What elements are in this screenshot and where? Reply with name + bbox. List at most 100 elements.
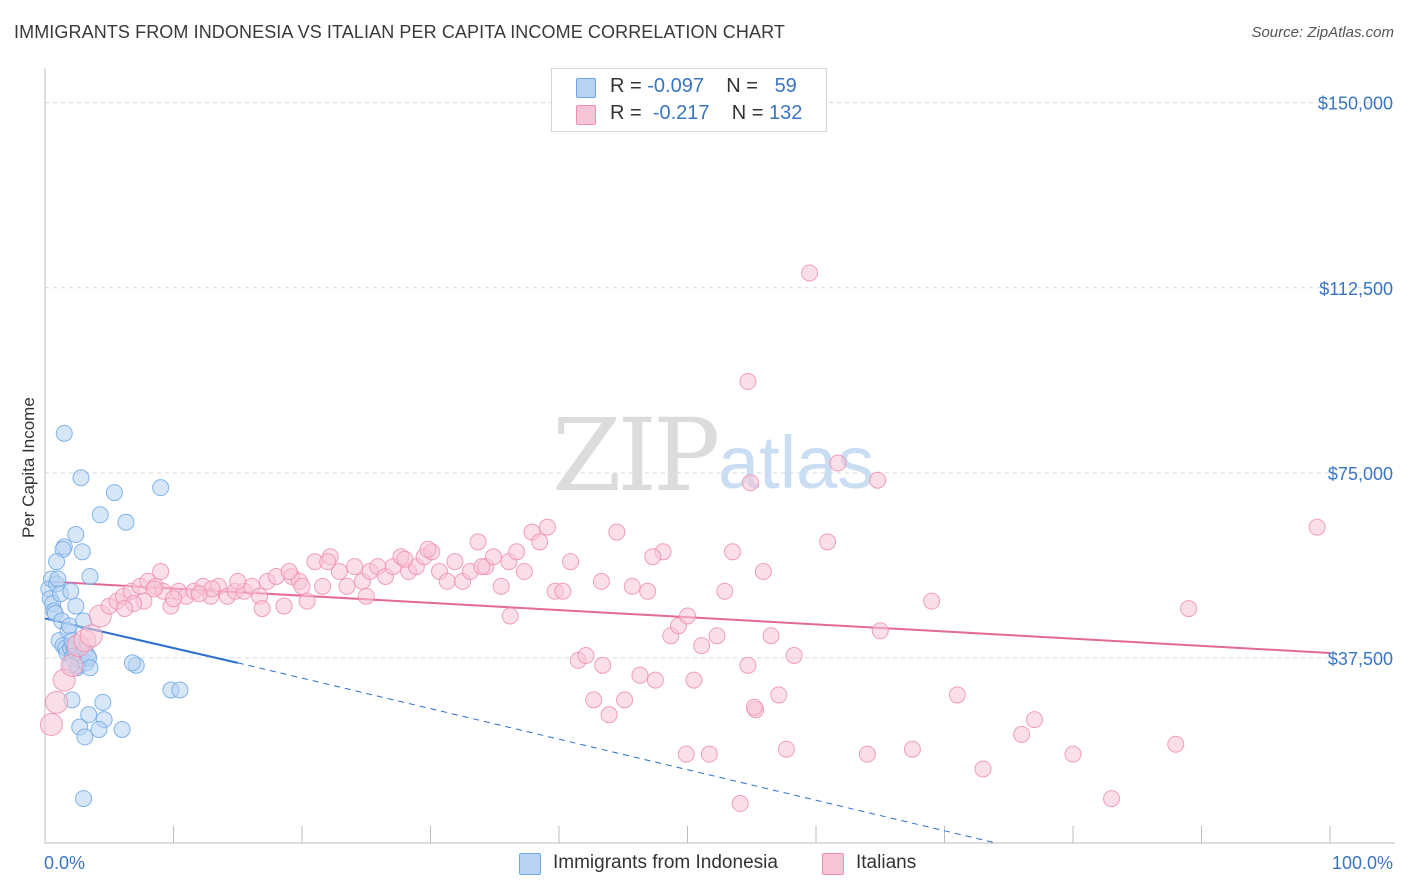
correlation-legend: R = -0.097 N = 59 R = -0.217 N = 132 [551, 68, 827, 132]
bottom-legend-label: Immigrants from Indonesia [553, 852, 778, 873]
data-point [293, 577, 311, 595]
data-point [123, 654, 141, 672]
series-italians [39, 264, 1326, 813]
legend-swatch-blue [576, 78, 596, 98]
data-point [639, 582, 657, 600]
data-point [145, 580, 163, 598]
data-point [39, 713, 63, 737]
data-point [600, 706, 618, 724]
data-point [693, 637, 711, 655]
data-point [1013, 725, 1031, 743]
legend-text: R = -0.097 N = 59 [610, 75, 797, 97]
data-point [229, 572, 247, 590]
data-point [585, 691, 603, 709]
data-point [113, 720, 131, 738]
data-point [515, 563, 533, 581]
legend-row-indonesia: R = -0.097 N = 59 [576, 75, 797, 99]
data-point [592, 572, 610, 590]
data-point [531, 533, 549, 551]
data-point [801, 264, 819, 282]
series-indonesia [40, 424, 189, 808]
data-point [1308, 518, 1326, 536]
bottom-legend-swatch-blue [519, 853, 541, 875]
y-axis-title: Per Capita Income [19, 397, 38, 538]
data-point [79, 624, 103, 648]
watermark: ZIP atlas [552, 397, 874, 514]
data-point [165, 590, 182, 608]
y-tick-label: $150,000 [1318, 94, 1393, 114]
axes [44, 68, 1395, 844]
data-point [330, 563, 348, 581]
data-point [829, 454, 847, 472]
data-point [91, 506, 109, 524]
data-point [554, 582, 572, 600]
data-point [869, 471, 887, 489]
bottom-legend-label: Italians [856, 852, 917, 873]
data-point [819, 533, 837, 551]
data-point [446, 553, 464, 571]
data-point [105, 484, 123, 502]
data-point [631, 666, 649, 684]
y-tick-label: $112,500 [1319, 279, 1393, 299]
data-point [90, 720, 108, 738]
data-point [75, 790, 93, 808]
data-point [469, 533, 487, 551]
data-point [785, 646, 803, 664]
data-point [473, 558, 491, 576]
data-point [1180, 600, 1198, 618]
data-point [152, 563, 170, 581]
data-point [685, 671, 703, 689]
data-point [81, 567, 99, 585]
data-point [700, 745, 718, 763]
data-point [49, 570, 67, 588]
watermark-atlas: atlas [718, 421, 874, 504]
data-point [117, 513, 135, 531]
data-point [280, 563, 298, 581]
data-point [116, 600, 134, 618]
data-point [67, 526, 85, 544]
x-tick-label: 100.0% [1332, 853, 1393, 873]
data-point [754, 563, 772, 581]
data-point [974, 760, 992, 778]
legend-swatch-pink [576, 105, 596, 125]
data-point [80, 706, 98, 724]
watermark-zip: ZIP [552, 397, 717, 514]
data-point [716, 582, 734, 600]
data-point [616, 691, 634, 709]
data-point [708, 627, 726, 645]
legend-row-italians: R = -0.217 N = 132 [576, 102, 802, 126]
data-point [562, 553, 580, 571]
data-point [492, 577, 510, 595]
legend-text: R = -0.217 N = 132 [610, 102, 803, 124]
data-point [319, 553, 337, 571]
data-point [739, 373, 757, 391]
data-point [253, 600, 271, 618]
data-point [152, 479, 170, 497]
trend-line-indonesia-extension [237, 662, 997, 844]
gridlines [45, 102, 1395, 659]
data-point [741, 474, 759, 492]
data-point [72, 469, 90, 487]
y-tick-label: $37,500 [1328, 649, 1393, 669]
data-point [1064, 745, 1082, 763]
data-point [275, 597, 293, 615]
source-note: Source: ZipAtlas.com [1251, 24, 1394, 41]
data-point [577, 646, 595, 664]
data-point [338, 577, 356, 595]
data-point [1025, 711, 1043, 729]
data-point [770, 686, 788, 704]
data-point [60, 617, 78, 635]
data-point [55, 424, 73, 442]
data-point [62, 582, 80, 600]
x-tick-label: 0.0% [44, 853, 85, 873]
data-point [190, 585, 208, 603]
data-point [1167, 735, 1185, 753]
page-title: IMMIGRANTS FROM INDONESIA VS ITALIAN PER… [14, 22, 785, 42]
data-point [484, 548, 502, 566]
data-point [94, 693, 112, 711]
data-point [314, 577, 332, 595]
data-point [48, 553, 66, 571]
y-tick-label: $75,000 [1328, 464, 1393, 484]
data-points [39, 264, 1326, 813]
